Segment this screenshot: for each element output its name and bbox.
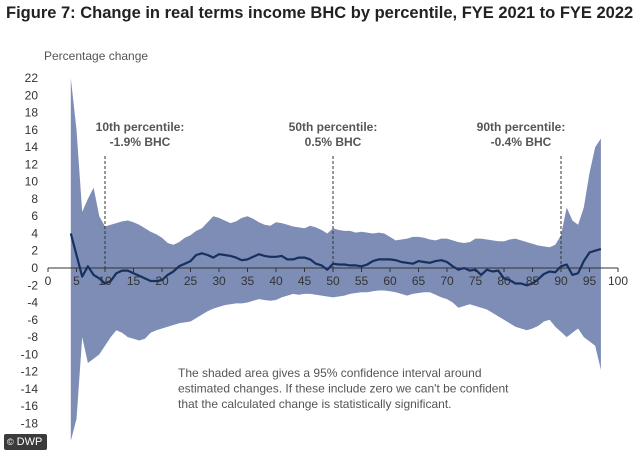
y-tick-label: 16 bbox=[25, 123, 39, 137]
reference-label-title: 50th percentile: bbox=[289, 120, 378, 134]
y-tick-label: 12 bbox=[25, 157, 39, 171]
y-axis-label: Percentage change bbox=[44, 49, 148, 63]
reference-label-title: 10th percentile: bbox=[96, 120, 185, 134]
source-label: DWP bbox=[16, 436, 43, 448]
y-tick-label: 10 bbox=[25, 175, 39, 189]
x-tick-label: 15 bbox=[127, 274, 141, 288]
x-tick-label: 30 bbox=[212, 274, 226, 288]
x-tick-label: 25 bbox=[184, 274, 198, 288]
chart-note-line: that the calculated change is statistica… bbox=[178, 397, 451, 411]
x-tick-label: 100 bbox=[608, 274, 628, 288]
chart-title: Figure 7: Change in real terms income BH… bbox=[6, 4, 634, 22]
source-badge: © DWP bbox=[4, 434, 48, 450]
x-tick-label: 20 bbox=[155, 274, 169, 288]
x-tick-label: 65 bbox=[412, 274, 426, 288]
y-tick-label: 2 bbox=[31, 244, 38, 258]
x-tick-label: 80 bbox=[497, 274, 511, 288]
y-tick-label: 14 bbox=[25, 140, 39, 154]
x-tick-label: 55 bbox=[355, 274, 369, 288]
y-tick-label: 18 bbox=[25, 106, 39, 120]
y-tick-label: 6 bbox=[31, 209, 38, 223]
x-tick-label: 60 bbox=[383, 274, 397, 288]
x-tick-label: 85 bbox=[526, 274, 540, 288]
reference-label-value: -0.4% BHC bbox=[491, 135, 552, 149]
confidence-band bbox=[70, 78, 601, 441]
x-tick-label: 70 bbox=[440, 274, 454, 288]
y-tick-label: 4 bbox=[31, 226, 38, 240]
x-tick-label: 45 bbox=[298, 274, 312, 288]
reference-label-value: 0.5% BHC bbox=[305, 135, 362, 149]
y-tick-label: 0 bbox=[31, 261, 38, 275]
x-tick-label: 90 bbox=[554, 274, 568, 288]
x-tick-label: 75 bbox=[469, 274, 483, 288]
y-tick-label: -12 bbox=[21, 365, 39, 379]
x-tick-label: 95 bbox=[583, 274, 597, 288]
y-tick-label: -6 bbox=[27, 313, 38, 327]
y-tick-label: 20 bbox=[25, 88, 39, 102]
x-tick-label: 35 bbox=[241, 274, 255, 288]
y-tick-label: -14 bbox=[21, 382, 39, 396]
copyright-icon: © bbox=[7, 437, 14, 447]
y-tick-label: 22 bbox=[25, 71, 39, 85]
reference-label-title: 90th percentile: bbox=[477, 120, 566, 134]
x-tick-label: 5 bbox=[73, 274, 80, 288]
y-tick-label: -10 bbox=[21, 347, 39, 361]
y-tick-label: -18 bbox=[21, 416, 39, 430]
chart-note-line: The shaded area gives a 95% confidence i… bbox=[178, 366, 482, 380]
series-line bbox=[69, 233, 602, 287]
y-tick-label: 8 bbox=[31, 192, 38, 206]
reference-label-value: -1.9% BHC bbox=[110, 135, 171, 149]
y-tick-label: -8 bbox=[27, 330, 38, 344]
x-tick-label: 0 bbox=[45, 274, 52, 288]
chart-note-line: estimated changes. If these include zero… bbox=[178, 382, 509, 396]
y-tick-label: -16 bbox=[21, 399, 39, 413]
x-tick-label: 40 bbox=[269, 274, 283, 288]
y-tick-label: -2 bbox=[27, 278, 38, 292]
x-tick-label: 50 bbox=[326, 274, 340, 288]
x-tick-label: 10 bbox=[98, 274, 112, 288]
y-tick-label: -4 bbox=[27, 296, 38, 310]
